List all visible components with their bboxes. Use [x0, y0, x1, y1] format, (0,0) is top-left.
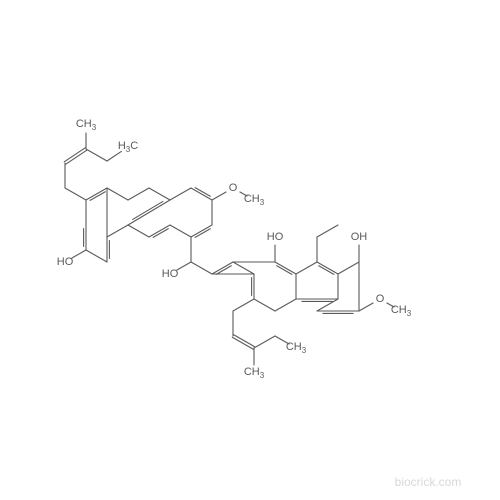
atom-label: CH3	[391, 304, 411, 318]
atom-label: H3C	[118, 140, 138, 154]
atom-label: O	[229, 182, 238, 194]
atom-label: OH	[351, 231, 368, 243]
atom-label: CH3	[244, 193, 264, 207]
atom-label: CH3	[286, 341, 306, 355]
atom-label: CH3	[244, 366, 264, 380]
atom-label: HO	[267, 231, 284, 243]
atom-label: CH3	[76, 118, 96, 132]
molecule-svg	[0, 0, 500, 500]
watermark: biocrick.com	[395, 475, 462, 489]
molecule-diagram: { "structure_type": "chemical-structure"…	[0, 0, 500, 500]
atom-label: HO	[57, 256, 74, 268]
atom-label: O	[376, 293, 385, 305]
atom-label: HO	[162, 268, 179, 280]
